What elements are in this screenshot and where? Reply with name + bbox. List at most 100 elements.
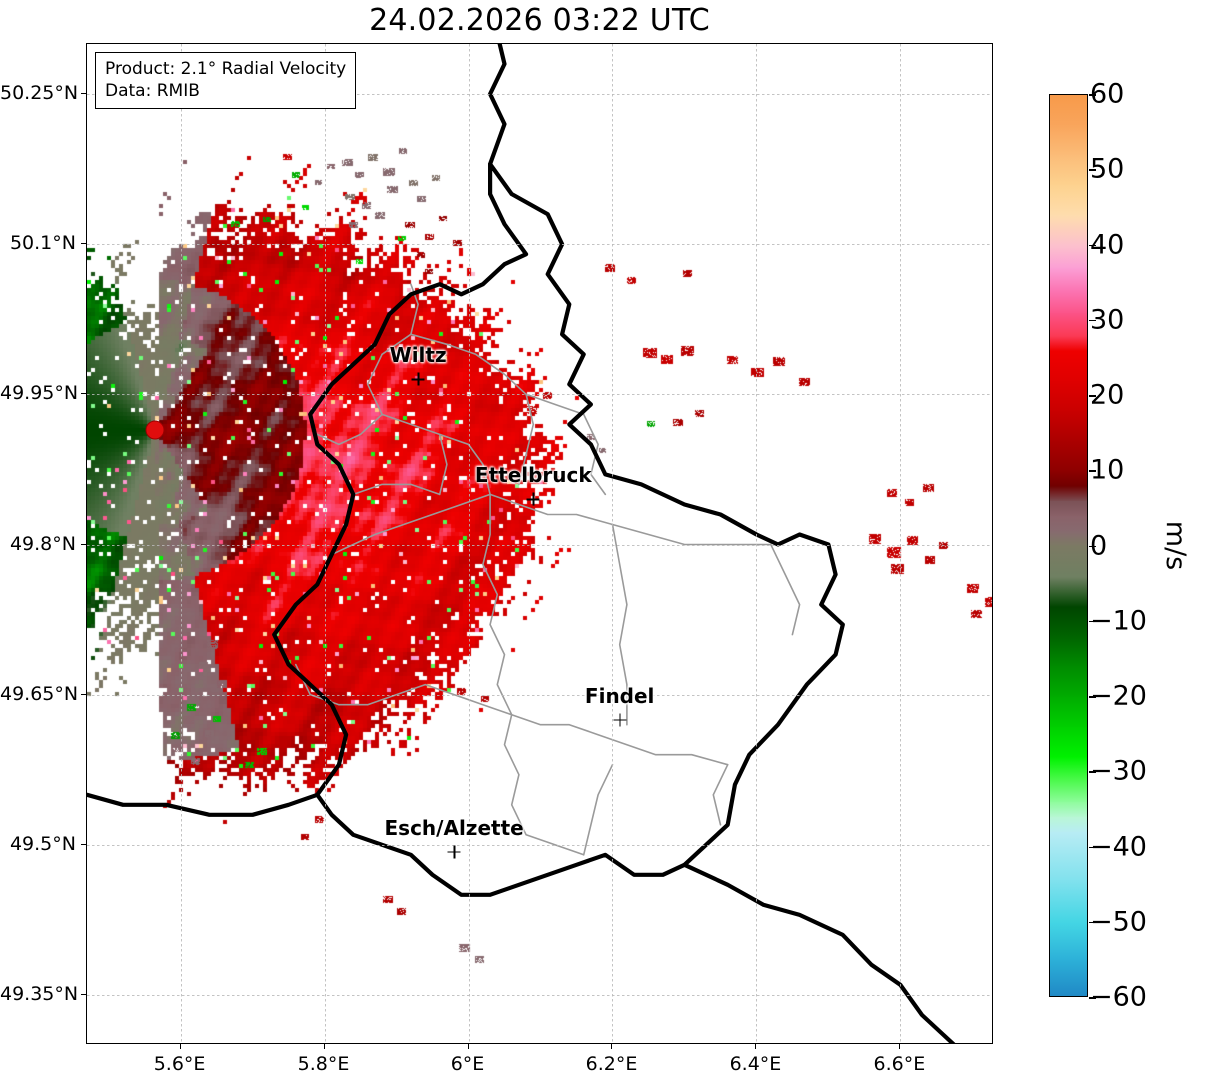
colorbar-band (1050, 636, 1087, 668)
national-border-lines (87, 44, 956, 1043)
gridline-vertical (612, 44, 614, 1043)
gridline-vertical (324, 44, 326, 1043)
x-axis-tick-label: 6.2°E (585, 1053, 638, 1075)
colorbar-band (1050, 606, 1087, 638)
city-label-esch-alzette: Esch/Alzette (384, 815, 524, 840)
y-axis-tick-mark (81, 543, 86, 545)
colorbar-tick-mark (1089, 470, 1096, 472)
admin-boundary-path (381, 333, 585, 416)
colorbar-tick-mark (1089, 244, 1096, 247)
colorbar-band (1050, 245, 1087, 269)
admin-boundary-path (410, 283, 419, 336)
product-info-box: Product: 2.1° Radial Velocity Data: RMIB (95, 52, 357, 109)
y-axis-tick-label: 50.25°N (0, 82, 79, 105)
colorbar-band (1050, 666, 1087, 698)
gridline-horizontal (87, 544, 992, 546)
y-axis-tick-label: 49.35°N (0, 982, 79, 1005)
gridline-vertical (756, 44, 758, 1043)
admin-boundary-path (611, 523, 628, 726)
product-line: Product: 2.1° Radial Velocity (105, 59, 347, 79)
y-axis-tick-label: 49.95°N (0, 382, 79, 405)
colorbar-band (1050, 531, 1087, 548)
colorbar-tick-mark (1089, 696, 1096, 698)
colorbar-band (1050, 95, 1087, 126)
y-axis-tick-mark (81, 993, 86, 995)
national-border-path (87, 792, 320, 817)
x-axis-tick-label: 6.6°E (873, 1053, 926, 1075)
admin-boundary-path (330, 543, 355, 556)
colorbar-tick-mark (1089, 846, 1096, 849)
x-axis-tick-mark (899, 1044, 901, 1049)
admin-boundary-path (438, 433, 448, 496)
colorbar-band (1050, 516, 1087, 533)
colorbar-tick-mark (1089, 921, 1096, 924)
colorbar-tick-label: −10 (1090, 605, 1147, 637)
colorbar-band (1050, 411, 1087, 442)
colorbar-band (1050, 441, 1087, 472)
x-axis-tick-label: 5.6°E (153, 1053, 206, 1075)
y-axis-tick-label: 50.1°N (9, 232, 76, 255)
x-axis-tick-label: 6.4°E (729, 1053, 782, 1075)
colorbar-band (1050, 817, 1087, 834)
colorbar-band (1050, 546, 1087, 578)
x-axis-tick-mark (611, 1044, 613, 1049)
colorbar-band (1050, 350, 1087, 382)
x-axis-tick-mark (467, 1044, 469, 1049)
y-axis-tick-mark (81, 243, 86, 245)
admin-boundary-path (582, 763, 614, 856)
national-border-path (488, 44, 507, 167)
colorbar-tick-mark (1089, 997, 1096, 999)
colorbar-band (1050, 757, 1087, 781)
gridline-vertical (468, 44, 470, 1043)
data-source-line: Data: RMIB (105, 81, 200, 101)
colorbar-band (1050, 268, 1087, 292)
colorbar-band (1050, 697, 1087, 728)
colorbar-band (1050, 922, 1087, 961)
national-border-path (272, 162, 845, 897)
city-marker-esch-alzette (447, 845, 461, 859)
colorbar-band (1050, 832, 1087, 879)
colorbar-band (1050, 960, 1087, 996)
admin-boundary-path (770, 543, 801, 636)
gridline-horizontal (87, 694, 992, 696)
colorbar-band (1050, 380, 1087, 412)
x-axis-tick-mark (323, 1044, 325, 1049)
map-plot-area[interactable]: Wiltz Ettelbruck Findel Esch/Alzette Produc… (86, 43, 993, 1044)
x-axis-tick-label: 5.8°E (297, 1053, 350, 1075)
colorbar-band (1050, 125, 1087, 156)
admin-boundary-path (309, 683, 513, 716)
map-canvas: Wiltz Ettelbruck Findel Esch/Alzette (87, 44, 992, 1043)
gridline-horizontal (87, 844, 992, 846)
colorbar-band (1050, 877, 1087, 924)
colorbar-tick-label: −60 (1090, 981, 1147, 1013)
colorbar-tick-label: −20 (1090, 680, 1147, 712)
gridline-horizontal (87, 244, 992, 246)
y-axis-tick-mark (81, 393, 86, 395)
colorbar-tick-mark (1089, 169, 1096, 171)
city-marker-findel (613, 713, 627, 727)
colorbar-tick-label: −40 (1090, 831, 1147, 862)
colorbar-tick-mark (1089, 771, 1096, 773)
admin-boundary-path (352, 493, 491, 546)
page-title: 24.02.2026 03:22 UTC (369, 3, 710, 38)
gridline-vertical (900, 44, 902, 1043)
gridline-horizontal (87, 94, 992, 96)
colorbar-tick-mark (1089, 319, 1096, 322)
colorbar-tick-mark (1089, 395, 1096, 397)
colorbar-tick-mark (1089, 545, 1096, 548)
x-axis-tick-mark (755, 1044, 757, 1049)
y-axis-tick-label: 49.5°N (9, 832, 76, 855)
y-axis-tick-label: 49.65°N (0, 682, 79, 705)
colorbar (1049, 94, 1088, 997)
geography-layer (87, 44, 956, 1043)
radar-site-marker[interactable] (145, 420, 165, 440)
colorbar-band (1050, 290, 1087, 314)
colorbar-band (1050, 185, 1087, 216)
colorbar-band (1050, 471, 1087, 487)
colorbar-tick-mark (1089, 94, 1096, 96)
city-label-ettelbruck: Ettelbruck (474, 463, 592, 488)
colorbar-axis-label: m/s (1160, 520, 1191, 571)
gridline-horizontal (87, 994, 992, 996)
admin-boundary-path (518, 393, 535, 486)
gridline-vertical (180, 44, 182, 1043)
